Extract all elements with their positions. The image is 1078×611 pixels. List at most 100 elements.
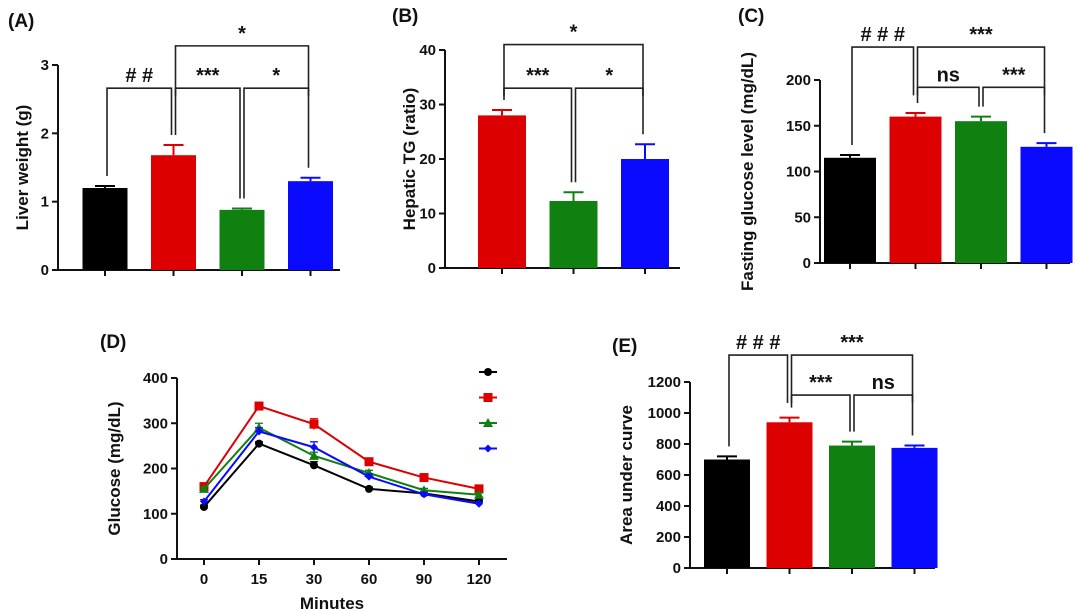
y-tick-label: 1 <box>41 194 49 211</box>
significance-bracket <box>106 87 173 176</box>
y-tick-label: 0 <box>41 262 49 279</box>
significance-label: # # # <box>736 332 780 354</box>
y-tick-label: 0 <box>803 255 811 272</box>
x-tick-label: 30 <box>306 571 323 588</box>
bar <box>549 200 598 268</box>
marker-square <box>364 457 374 467</box>
y-tick-label: 50 <box>794 209 811 226</box>
series-line <box>203 430 480 505</box>
marker-diamond <box>200 497 208 506</box>
significance-label: ns <box>937 64 960 86</box>
significance-bracket <box>853 394 914 436</box>
panel-e: (E) Area under curve 0 200 400 600 800 1000 1200… <box>612 332 938 577</box>
y-tick-label: 0 <box>160 551 168 568</box>
significance-label: * <box>272 65 280 87</box>
bar <box>889 116 942 263</box>
panel-c: (C) Fasting glucose level (mg/dL) 0 50 100 15… <box>738 6 1073 291</box>
significance-label: *** <box>840 332 864 354</box>
significance-label: *** <box>809 372 833 394</box>
significance-bracket <box>174 45 310 97</box>
bar <box>82 188 128 270</box>
bar <box>621 159 669 268</box>
y-tick-label: 400 <box>656 498 681 515</box>
significance-label: * <box>238 23 246 45</box>
marker-diamond <box>475 499 483 508</box>
significance-label: *** <box>1002 64 1026 86</box>
series-line <box>203 426 480 496</box>
significance-bracket <box>916 86 980 107</box>
y-tick-label: 0 <box>673 560 681 577</box>
panel-label: (C) <box>738 6 764 27</box>
marker-circle <box>200 502 208 511</box>
y-axis-label: Fasting glucose level (mg/dL) <box>738 52 757 291</box>
y-tick-label: 150 <box>786 118 811 135</box>
significance-bracket <box>790 394 851 432</box>
x-tick-label: 90 <box>416 571 433 588</box>
bar <box>766 422 813 568</box>
significance-label: # # <box>125 65 153 87</box>
marker-diamond <box>420 490 428 499</box>
y-tick-label: 100 <box>786 164 811 181</box>
marker-triangle <box>474 489 484 499</box>
significance-label: # # # <box>861 24 905 46</box>
x-tick-label: 120 <box>466 571 491 588</box>
marker-triangle <box>309 450 319 460</box>
panel-label: (A) <box>8 11 34 32</box>
panel-label: (B) <box>392 6 418 27</box>
marker-circle <box>310 461 318 470</box>
y-axis-label: Area under curve <box>617 405 636 545</box>
marker-square <box>419 473 429 483</box>
series-3 <box>200 427 497 508</box>
marker-triangle <box>483 418 493 427</box>
significance-label: *** <box>526 65 550 87</box>
bar <box>219 209 265 270</box>
bar <box>478 115 526 269</box>
y-tick-label: 100 <box>143 506 168 523</box>
panel-label: (E) <box>612 336 637 357</box>
marker-diamond <box>310 443 318 452</box>
y-axis-label: Hepatic TG (ratio) <box>400 88 419 231</box>
significance-bracket <box>503 43 644 97</box>
significance-label: * <box>570 22 578 44</box>
marker-circle <box>365 484 373 493</box>
y-tick-label: 400 <box>143 370 168 387</box>
marker-triangle <box>199 483 209 493</box>
marker-square <box>254 401 264 411</box>
bar <box>151 155 196 270</box>
series-line <box>203 442 480 508</box>
y-tick-label: 20 <box>419 151 436 168</box>
y-tick-label: 200 <box>786 72 811 89</box>
panel-d: (D) Glucose (mg/dL) 0 100 200 300 400 0 15 30 60 90… <box>100 332 507 611</box>
significance-label: *** <box>196 65 220 87</box>
significance-bracket <box>574 87 644 183</box>
y-tick-label: 600 <box>656 467 681 484</box>
significance-bracket <box>790 354 914 404</box>
y-tick-label: 1200 <box>648 374 681 391</box>
bar <box>1020 146 1073 263</box>
x-tick-label: 15 <box>251 571 268 588</box>
bar <box>704 459 750 568</box>
y-tick-label: 300 <box>143 415 168 432</box>
series-line <box>203 404 480 490</box>
y-tick-label: 800 <box>656 436 681 453</box>
marker-circle <box>484 368 492 376</box>
significance-bracket <box>982 86 1046 134</box>
bar <box>955 121 1007 263</box>
y-tick-label: 30 <box>419 97 436 114</box>
bar <box>288 181 333 270</box>
significance-bracket <box>851 46 915 146</box>
y-tick-label: 1000 <box>648 405 681 422</box>
bar <box>829 445 875 568</box>
bar <box>891 447 938 568</box>
significance-bracket <box>174 87 241 199</box>
significance-label: * <box>605 65 613 87</box>
x-axis-label: Minutes <box>300 594 364 611</box>
y-tick-label: 0 <box>428 260 436 277</box>
y-axis-label: Liver weight (g) <box>13 105 32 231</box>
y-tick-label: 2 <box>41 125 49 142</box>
significance-bracket <box>728 354 789 447</box>
significance-bracket <box>916 46 1046 96</box>
